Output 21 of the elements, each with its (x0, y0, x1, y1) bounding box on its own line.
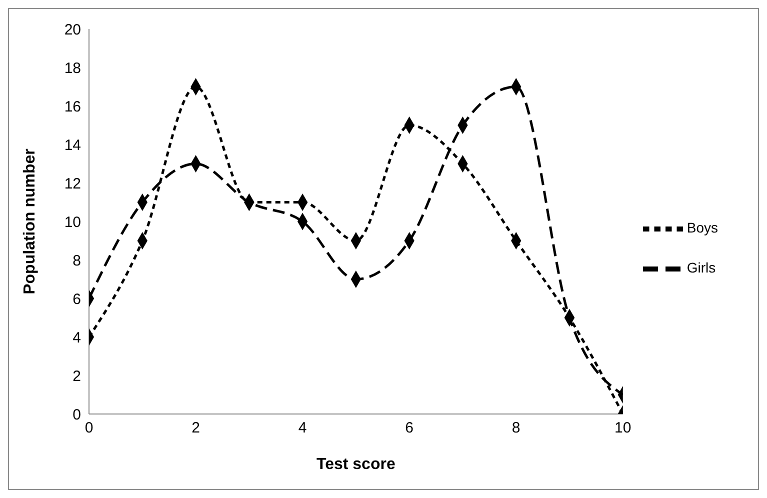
legend-label: Girls (686, 260, 716, 276)
y-tick-label: 12 (64, 175, 81, 192)
x-tick-label: 8 (512, 420, 520, 437)
x-tick-label: 4 (298, 420, 307, 437)
y-tick-label: 4 (72, 329, 81, 346)
y-tick-label: 16 (64, 98, 81, 116)
y-tick-label: 2 (72, 368, 81, 385)
x-tick-label: 10 (614, 420, 632, 437)
y-tick-label: 0 (72, 406, 81, 424)
x-tick-label: 0 (84, 420, 94, 437)
y-tick-label: 6 (72, 290, 81, 308)
x-tick-label: 2 (192, 420, 200, 437)
x-axis-title: Test score (316, 456, 396, 473)
legend-label: Boys (686, 220, 718, 236)
x-tick-label: 6 (405, 420, 414, 437)
y-tick-label: 10 (64, 214, 81, 231)
y-tick-label: 14 (64, 136, 81, 154)
y-tick-label: 20 (64, 21, 81, 38)
y-tick-label: 8 (72, 252, 81, 270)
y-tick-label: 18 (64, 60, 81, 77)
y-axis-title: Population number (22, 148, 39, 294)
